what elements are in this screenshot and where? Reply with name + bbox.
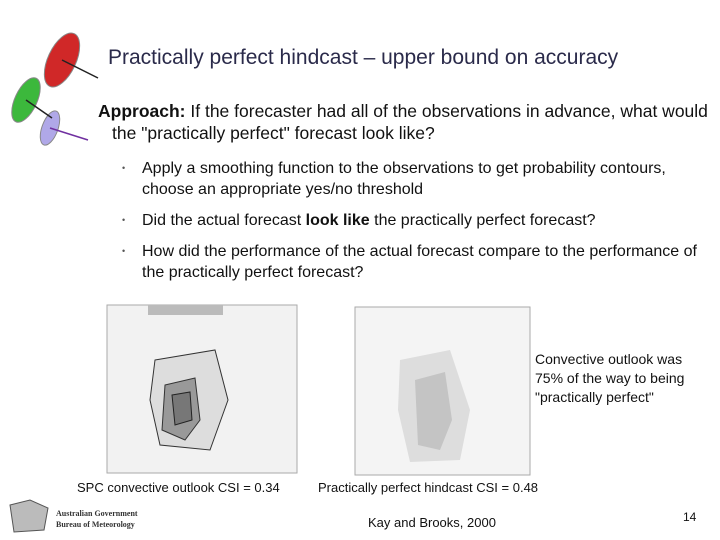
bullet-emphasis: look like bbox=[305, 212, 370, 229]
logo-line: Bureau of Meteorology bbox=[56, 520, 135, 529]
logo-line: Australian Government bbox=[56, 509, 138, 518]
bullet: How did the performance of the actual fo… bbox=[122, 241, 702, 283]
note: Convective outlook was 75% of the way to… bbox=[535, 351, 685, 405]
approach: Approach: If the forecaster had all of t… bbox=[98, 100, 712, 144]
approach-label: Approach: bbox=[98, 101, 186, 121]
citation: Kay and Brooks, 2000 bbox=[368, 515, 496, 530]
bullet-text: the practically perfect forecast? bbox=[369, 212, 596, 229]
bullet: Apply a smoothing function to the observ… bbox=[122, 158, 702, 200]
logo-text: Australian Government Bureau of Meteorol… bbox=[56, 508, 138, 530]
bullet-text: Did the actual forecast bbox=[142, 212, 306, 229]
map-spc bbox=[106, 304, 298, 474]
slide-title: Practically perfect hindcast – upper bou… bbox=[108, 46, 619, 69]
bullet: Did the actual forecast look like the pr… bbox=[122, 210, 702, 231]
approach-text: If the forecaster had all of the observa… bbox=[112, 101, 708, 143]
figure-caption: Practically perfect hindcast CSI = 0.48 bbox=[318, 480, 539, 495]
bullet-text: Apply a smoothing function to the observ… bbox=[142, 160, 666, 199]
bullet-text: How did the performance of the actual fo… bbox=[142, 243, 697, 282]
figure-caption: SPC convective outlook CSI = 0.34 bbox=[77, 480, 280, 495]
page-number: 14 bbox=[683, 510, 697, 524]
logo bbox=[9, 499, 49, 533]
map-hindcast bbox=[354, 306, 531, 476]
